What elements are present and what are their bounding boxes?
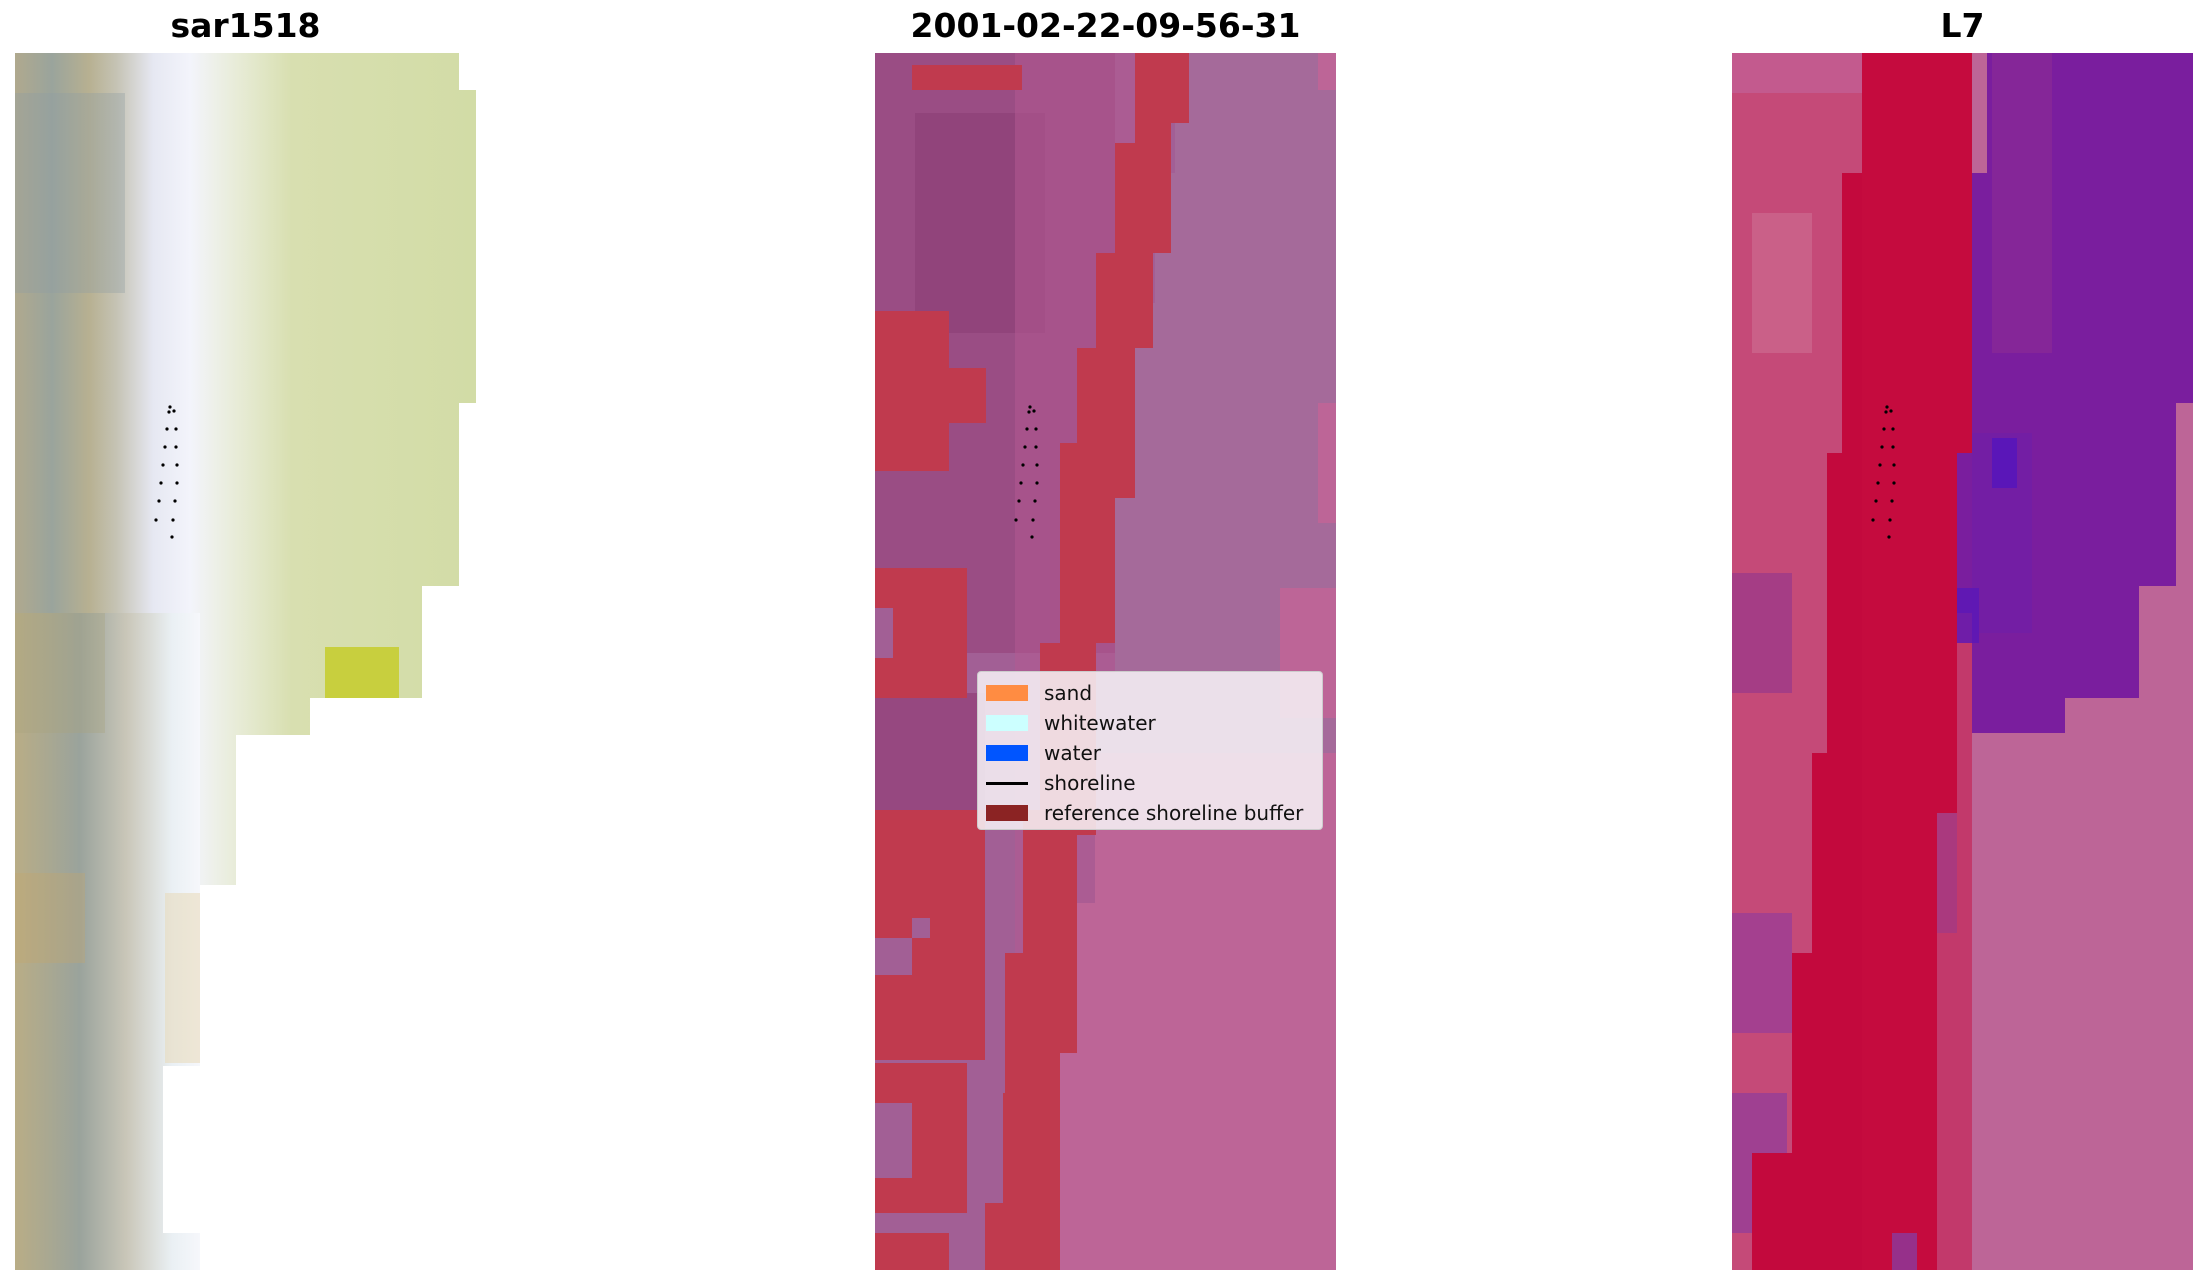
legend-label-water: water xyxy=(1044,741,1101,765)
water-swatch xyxy=(986,745,1028,761)
legend-item-sand: sand xyxy=(986,678,1314,708)
panel-title-nir: L7 xyxy=(1940,6,1985,45)
legend-item-whitewater: whitewater xyxy=(986,708,1314,738)
legend-label-reference-buffer: reference shoreline buffer xyxy=(1044,801,1304,825)
legend: sand whitewater water shoreline referenc… xyxy=(977,671,1323,830)
rgb-image xyxy=(15,53,476,1270)
whitewater-swatch xyxy=(986,715,1028,731)
shoreline-points xyxy=(154,405,179,539)
classified-image xyxy=(875,53,1336,1270)
legend-label-whitewater: whitewater xyxy=(1044,711,1156,735)
legend-label-sand: sand xyxy=(1044,681,1093,705)
panel-title-rgb: sar1518 xyxy=(170,6,321,45)
legend-item-shoreline: shoreline xyxy=(986,768,1314,798)
nir-image-panel xyxy=(1732,53,2193,1270)
shoreline-points xyxy=(1014,405,1039,539)
reference-buffer-swatch xyxy=(986,805,1028,821)
sand-swatch xyxy=(986,685,1028,701)
shoreline-points xyxy=(1871,405,1896,539)
legend-item-reference-buffer: reference shoreline buffer xyxy=(986,798,1314,828)
nir-image xyxy=(1732,53,2193,1270)
classified-image-panel xyxy=(875,53,1336,1270)
legend-label-shoreline: shoreline xyxy=(1044,771,1136,795)
legend-item-water: water xyxy=(986,738,1314,768)
panel-title-classified: 2001-02-22-09-56-31 xyxy=(910,6,1301,45)
rgb-image-panel xyxy=(15,53,476,1270)
shoreline-line-swatch xyxy=(986,781,1028,785)
